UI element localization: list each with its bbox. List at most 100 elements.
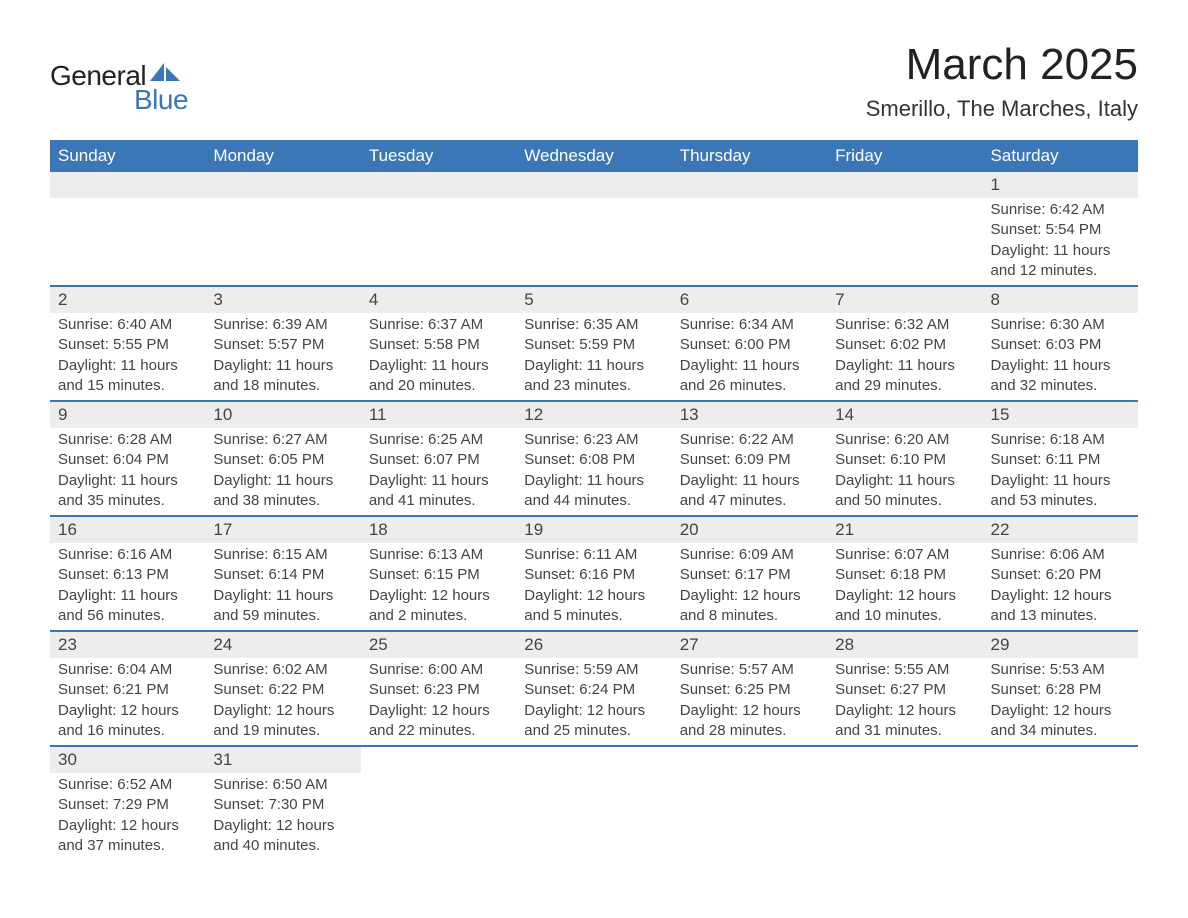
day-cell: 10Sunrise: 6:27 AMSunset: 6:05 PMDayligh…: [205, 402, 360, 515]
day-details: Sunrise: 6:11 AMSunset: 6:16 PMDaylight:…: [516, 543, 671, 630]
day-details: [205, 198, 360, 280]
day-detail-line: Daylight: 11 hours: [369, 471, 508, 491]
day-number: 19: [516, 517, 671, 543]
day-cell: 31Sunrise: 6:50 AMSunset: 7:30 PMDayligh…: [205, 747, 360, 860]
weekday-header: Sunday: [50, 140, 205, 172]
day-detail-line: and 26 minutes.: [680, 376, 819, 396]
day-cell: 6Sunrise: 6:34 AMSunset: 6:00 PMDaylight…: [672, 287, 827, 400]
day-detail-line: Sunset: 6:21 PM: [58, 680, 197, 700]
day-number: 30: [50, 747, 205, 773]
day-detail-line: Sunset: 6:00 PM: [680, 335, 819, 355]
day-detail-line: Daylight: 11 hours: [835, 356, 974, 376]
day-cell: 9Sunrise: 6:28 AMSunset: 6:04 PMDaylight…: [50, 402, 205, 515]
day-detail-line: Sunset: 6:11 PM: [991, 450, 1130, 470]
day-detail-line: Sunset: 6:28 PM: [991, 680, 1130, 700]
day-details: Sunrise: 6:27 AMSunset: 6:05 PMDaylight:…: [205, 428, 360, 515]
day-detail-line: Daylight: 12 hours: [58, 816, 197, 836]
day-detail-line: Daylight: 12 hours: [213, 816, 352, 836]
day-detail-line: and 41 minutes.: [369, 491, 508, 511]
day-number: 8: [983, 287, 1138, 313]
day-details: Sunrise: 6:16 AMSunset: 6:13 PMDaylight:…: [50, 543, 205, 630]
day-number: 18: [361, 517, 516, 543]
day-detail-line: and 32 minutes.: [991, 376, 1130, 396]
day-number: [672, 172, 827, 198]
day-number: 22: [983, 517, 1138, 543]
day-detail-line: Sunrise: 6:04 AM: [58, 660, 197, 680]
day-detail-line: Sunset: 5:59 PM: [524, 335, 663, 355]
day-detail-line: Daylight: 12 hours: [524, 701, 663, 721]
day-detail-line: Daylight: 11 hours: [58, 471, 197, 491]
day-cell: 14Sunrise: 6:20 AMSunset: 6:10 PMDayligh…: [827, 402, 982, 515]
day-number: [50, 172, 205, 198]
day-details: [50, 198, 205, 280]
day-detail-line: Daylight: 11 hours: [680, 356, 819, 376]
day-detail-line: Daylight: 12 hours: [835, 701, 974, 721]
page-title: March 2025: [866, 40, 1138, 90]
day-detail-line: and 56 minutes.: [58, 606, 197, 626]
day-details: Sunrise: 6:04 AMSunset: 6:21 PMDaylight:…: [50, 658, 205, 745]
day-detail-line: Sunset: 6:16 PM: [524, 565, 663, 585]
weekday-header: Friday: [827, 140, 982, 172]
day-number: 10: [205, 402, 360, 428]
day-detail-line: and 47 minutes.: [680, 491, 819, 511]
day-detail-line: Sunset: 6:14 PM: [213, 565, 352, 585]
day-detail-line: Daylight: 12 hours: [369, 701, 508, 721]
day-detail-line: and 8 minutes.: [680, 606, 819, 626]
day-detail-line: Sunset: 6:15 PM: [369, 565, 508, 585]
day-detail-line: Sunrise: 6:09 AM: [680, 545, 819, 565]
day-detail-line: Sunrise: 6:52 AM: [58, 775, 197, 795]
day-number: 28: [827, 632, 982, 658]
day-detail-line: Daylight: 11 hours: [524, 471, 663, 491]
day-cell: 24Sunrise: 6:02 AMSunset: 6:22 PMDayligh…: [205, 632, 360, 745]
day-number: [516, 747, 671, 773]
day-details: [983, 773, 1138, 855]
day-cell: 26Sunrise: 5:59 AMSunset: 6:24 PMDayligh…: [516, 632, 671, 745]
day-detail-line: Daylight: 12 hours: [524, 586, 663, 606]
day-detail-line: Daylight: 11 hours: [991, 471, 1130, 491]
day-cell: 11Sunrise: 6:25 AMSunset: 6:07 PMDayligh…: [361, 402, 516, 515]
day-detail-line: Daylight: 11 hours: [58, 586, 197, 606]
day-detail-line: Sunrise: 6:35 AM: [524, 315, 663, 335]
day-detail-line: Sunrise: 6:30 AM: [991, 315, 1130, 335]
day-detail-line: and 16 minutes.: [58, 721, 197, 741]
week-row: 9Sunrise: 6:28 AMSunset: 6:04 PMDaylight…: [50, 402, 1138, 517]
week-row: 30Sunrise: 6:52 AMSunset: 7:29 PMDayligh…: [50, 747, 1138, 860]
week-row: 2Sunrise: 6:40 AMSunset: 5:55 PMDaylight…: [50, 287, 1138, 402]
day-detail-line: and 19 minutes.: [213, 721, 352, 741]
weekday-header: Thursday: [672, 140, 827, 172]
day-cell: 29Sunrise: 5:53 AMSunset: 6:28 PMDayligh…: [983, 632, 1138, 745]
day-cell: [50, 172, 205, 285]
day-details: Sunrise: 6:07 AMSunset: 6:18 PMDaylight:…: [827, 543, 982, 630]
day-cell: 20Sunrise: 6:09 AMSunset: 6:17 PMDayligh…: [672, 517, 827, 630]
day-cell: 12Sunrise: 6:23 AMSunset: 6:08 PMDayligh…: [516, 402, 671, 515]
day-number: [361, 747, 516, 773]
day-number: 26: [516, 632, 671, 658]
day-details: Sunrise: 5:59 AMSunset: 6:24 PMDaylight:…: [516, 658, 671, 745]
weekday-header: Monday: [205, 140, 360, 172]
day-detail-line: and 25 minutes.: [524, 721, 663, 741]
day-detail-line: and 12 minutes.: [991, 261, 1130, 281]
day-number: 15: [983, 402, 1138, 428]
day-detail-line: Daylight: 11 hours: [524, 356, 663, 376]
day-number: 2: [50, 287, 205, 313]
logo-text-blue: Blue: [134, 84, 188, 116]
day-detail-line: Daylight: 11 hours: [213, 586, 352, 606]
day-cell: 30Sunrise: 6:52 AMSunset: 7:29 PMDayligh…: [50, 747, 205, 860]
day-detail-line: Sunrise: 6:39 AM: [213, 315, 352, 335]
day-detail-line: and 23 minutes.: [524, 376, 663, 396]
day-detail-line: Daylight: 11 hours: [835, 471, 974, 491]
day-cell: 28Sunrise: 5:55 AMSunset: 6:27 PMDayligh…: [827, 632, 982, 745]
day-number: [827, 747, 982, 773]
day-details: Sunrise: 6:20 AMSunset: 6:10 PMDaylight:…: [827, 428, 982, 515]
day-cell: [672, 747, 827, 860]
day-cell: 4Sunrise: 6:37 AMSunset: 5:58 PMDaylight…: [361, 287, 516, 400]
day-detail-line: Sunrise: 6:34 AM: [680, 315, 819, 335]
day-detail-line: and 40 minutes.: [213, 836, 352, 856]
day-cell: [516, 747, 671, 860]
day-details: [827, 198, 982, 280]
day-number: 25: [361, 632, 516, 658]
day-number: [516, 172, 671, 198]
day-detail-line: and 50 minutes.: [835, 491, 974, 511]
day-detail-line: and 18 minutes.: [213, 376, 352, 396]
day-cell: 27Sunrise: 5:57 AMSunset: 6:25 PMDayligh…: [672, 632, 827, 745]
